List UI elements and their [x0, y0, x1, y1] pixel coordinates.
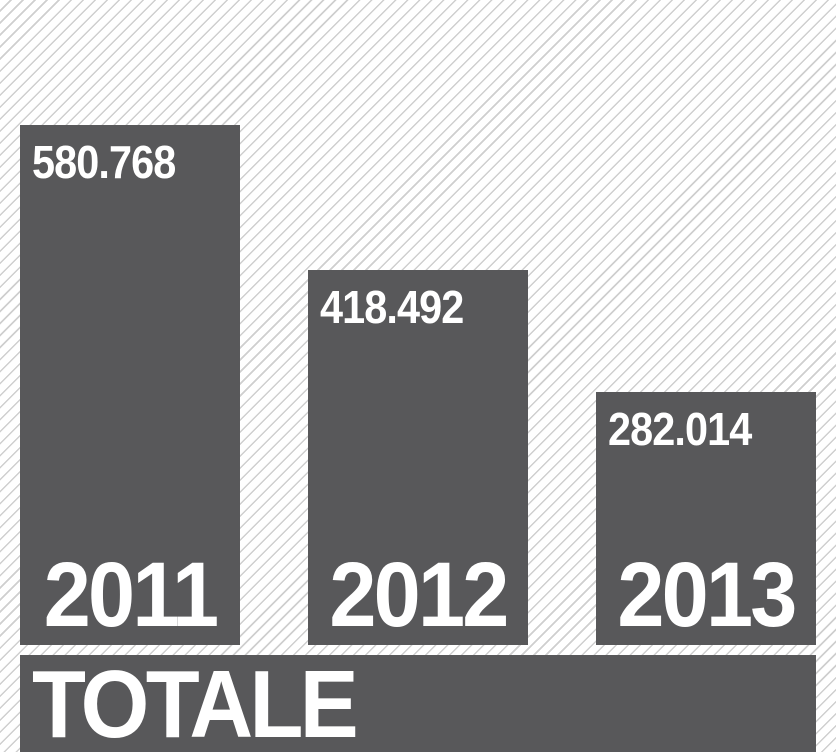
- value-label-2013: 282.014: [608, 403, 752, 455]
- bar-2012: 418.492 2012: [308, 270, 528, 645]
- bar-2011: 580.768 2011: [20, 125, 240, 645]
- category-label-2013: 2013: [617, 544, 797, 645]
- value-label-2011: 580.768: [32, 136, 176, 188]
- category-label-2011: 2011: [43, 544, 219, 645]
- category-label-2012: 2012: [329, 544, 509, 645]
- bar-2013: 282.014 2013: [596, 392, 816, 645]
- total-band: TOTALE: [20, 655, 816, 752]
- total-label: TOTALE: [32, 655, 359, 752]
- value-label-2012: 418.492: [320, 281, 464, 333]
